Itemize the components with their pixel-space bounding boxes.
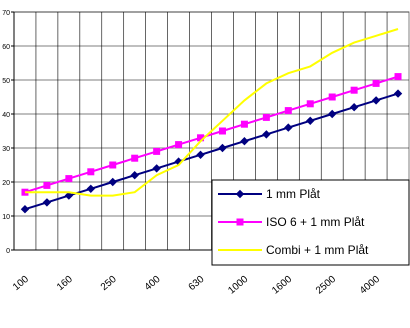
marker bbox=[393, 89, 403, 98]
marker bbox=[153, 147, 161, 155]
series-line bbox=[24, 28, 399, 197]
legend-label: ISO 6 + 1 mm Plåt bbox=[266, 215, 365, 229]
marker bbox=[218, 143, 227, 153]
x-tick-label: 160 bbox=[55, 274, 75, 293]
x-tick-label: 1000 bbox=[226, 274, 250, 297]
marker bbox=[86, 184, 96, 194]
marker bbox=[328, 93, 336, 101]
marker bbox=[130, 170, 139, 180]
y-tick-label: 40 bbox=[2, 112, 10, 119]
marker bbox=[108, 177, 117, 187]
y-tick-label: 10 bbox=[2, 214, 10, 221]
marker bbox=[371, 96, 381, 105]
x-tick-label: 2500 bbox=[314, 274, 338, 297]
marker bbox=[65, 175, 73, 183]
marker bbox=[372, 79, 380, 87]
marker bbox=[196, 150, 205, 160]
marker bbox=[43, 181, 51, 189]
marker bbox=[175, 141, 183, 149]
x-tick-label: 630 bbox=[187, 274, 207, 293]
marker bbox=[236, 218, 244, 226]
marker bbox=[131, 154, 139, 162]
y-tick-label: 20 bbox=[2, 180, 10, 187]
y-tick-label: 0 bbox=[6, 248, 10, 255]
marker bbox=[327, 109, 337, 119]
marker bbox=[235, 189, 245, 199]
series-line bbox=[24, 92, 399, 211]
marker bbox=[218, 127, 226, 135]
y-tick-label: 60 bbox=[2, 44, 10, 51]
x-tick-label: 400 bbox=[143, 274, 163, 293]
y-tick-label: 30 bbox=[2, 146, 10, 153]
marker bbox=[394, 73, 402, 81]
legend-label: Combi + 1 mm Plåt bbox=[266, 243, 369, 257]
marker bbox=[64, 191, 74, 200]
marker bbox=[284, 123, 293, 132]
x-tick-label: 100 bbox=[11, 274, 31, 293]
x-tick-label: 250 bbox=[99, 274, 119, 293]
legend-label: 1 mm Plåt bbox=[266, 187, 321, 201]
x-tick-label: 4000 bbox=[358, 274, 382, 297]
marker bbox=[240, 136, 249, 146]
x-tick-label: 1600 bbox=[270, 274, 294, 297]
marker bbox=[87, 168, 95, 176]
y-tick-label: 70 bbox=[2, 10, 10, 17]
series-line bbox=[24, 75, 399, 194]
marker bbox=[306, 100, 314, 108]
marker bbox=[152, 164, 161, 173]
marker bbox=[262, 113, 270, 121]
marker bbox=[109, 161, 117, 169]
marker bbox=[349, 102, 359, 112]
marker bbox=[262, 130, 271, 139]
marker bbox=[306, 116, 315, 126]
marker bbox=[42, 198, 52, 207]
y-tick-label: 50 bbox=[2, 78, 10, 85]
marker bbox=[240, 120, 248, 128]
marker bbox=[284, 107, 292, 115]
marker bbox=[20, 204, 30, 214]
marker bbox=[350, 86, 358, 94]
